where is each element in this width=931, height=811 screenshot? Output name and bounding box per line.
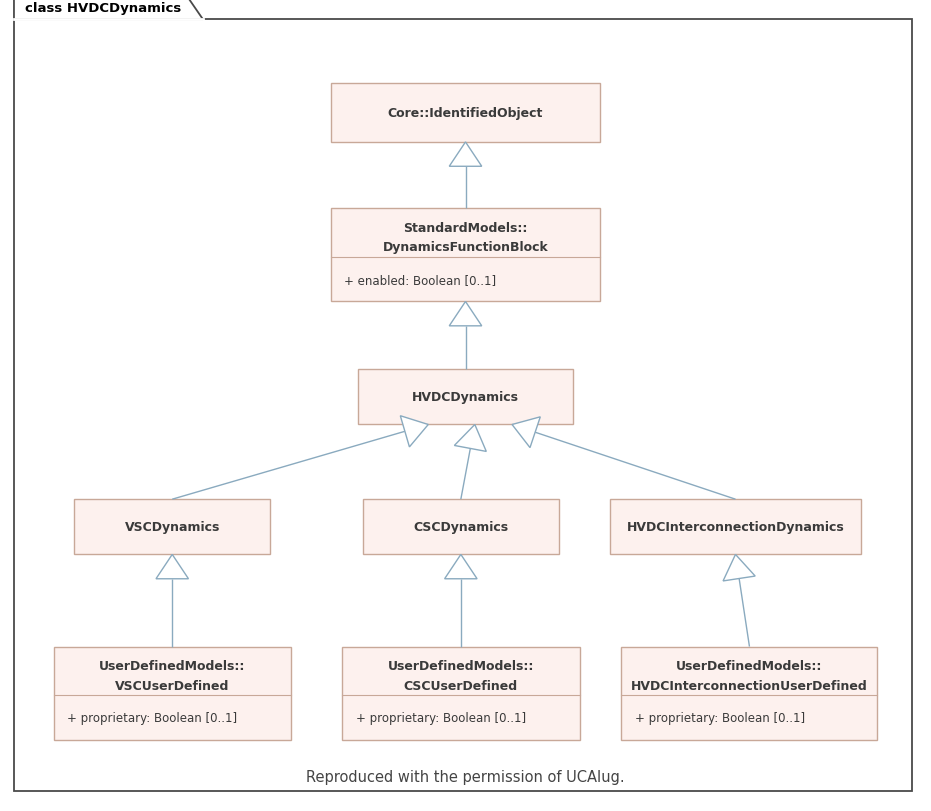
Polygon shape xyxy=(14,0,203,20)
Text: UserDefinedModels::: UserDefinedModels:: xyxy=(99,659,246,672)
Bar xyxy=(622,647,877,740)
Text: class HVDCDynamics: class HVDCDynamics xyxy=(25,2,182,15)
Text: HVDCInterconnectionUserDefined: HVDCInterconnectionUserDefined xyxy=(631,679,868,692)
Polygon shape xyxy=(723,555,755,581)
Text: VSCUserDefined: VSCUserDefined xyxy=(115,679,229,692)
Text: + enabled: Boolean [0..1]: + enabled: Boolean [0..1] xyxy=(344,273,496,286)
Text: Core::IdentifiedObject: Core::IdentifiedObject xyxy=(388,107,543,120)
Text: Reproduced with the permission of UCAIug.: Reproduced with the permission of UCAIug… xyxy=(306,769,625,783)
Text: HVDCDynamics: HVDCDynamics xyxy=(412,391,519,404)
Bar xyxy=(331,208,600,302)
Polygon shape xyxy=(512,418,540,448)
Text: + proprietary: Boolean [0..1]: + proprietary: Boolean [0..1] xyxy=(356,711,526,724)
Bar xyxy=(331,84,600,143)
Polygon shape xyxy=(450,143,481,167)
Text: + proprietary: Boolean [0..1]: + proprietary: Boolean [0..1] xyxy=(67,711,237,724)
Polygon shape xyxy=(156,555,188,579)
Text: VSCDynamics: VSCDynamics xyxy=(125,521,220,534)
Bar xyxy=(610,500,861,555)
Bar xyxy=(343,647,579,740)
Text: + proprietary: Boolean [0..1]: + proprietary: Boolean [0..1] xyxy=(635,711,805,724)
Polygon shape xyxy=(454,425,486,452)
Polygon shape xyxy=(450,302,481,326)
Text: DynamicsFunctionBlock: DynamicsFunctionBlock xyxy=(383,241,548,254)
Text: UserDefinedModels::: UserDefinedModels:: xyxy=(387,659,534,672)
Bar xyxy=(74,500,270,555)
Bar xyxy=(363,500,559,555)
Text: UserDefinedModels::: UserDefinedModels:: xyxy=(676,659,823,672)
Text: CSCUserDefined: CSCUserDefined xyxy=(404,679,518,692)
Text: StandardModels::: StandardModels:: xyxy=(403,221,528,234)
Polygon shape xyxy=(400,416,428,448)
Polygon shape xyxy=(445,555,477,579)
Text: HVDCInterconnectionDynamics: HVDCInterconnectionDynamics xyxy=(627,521,844,534)
Bar xyxy=(358,370,573,425)
Bar xyxy=(53,647,290,740)
Text: CSCDynamics: CSCDynamics xyxy=(413,521,508,534)
